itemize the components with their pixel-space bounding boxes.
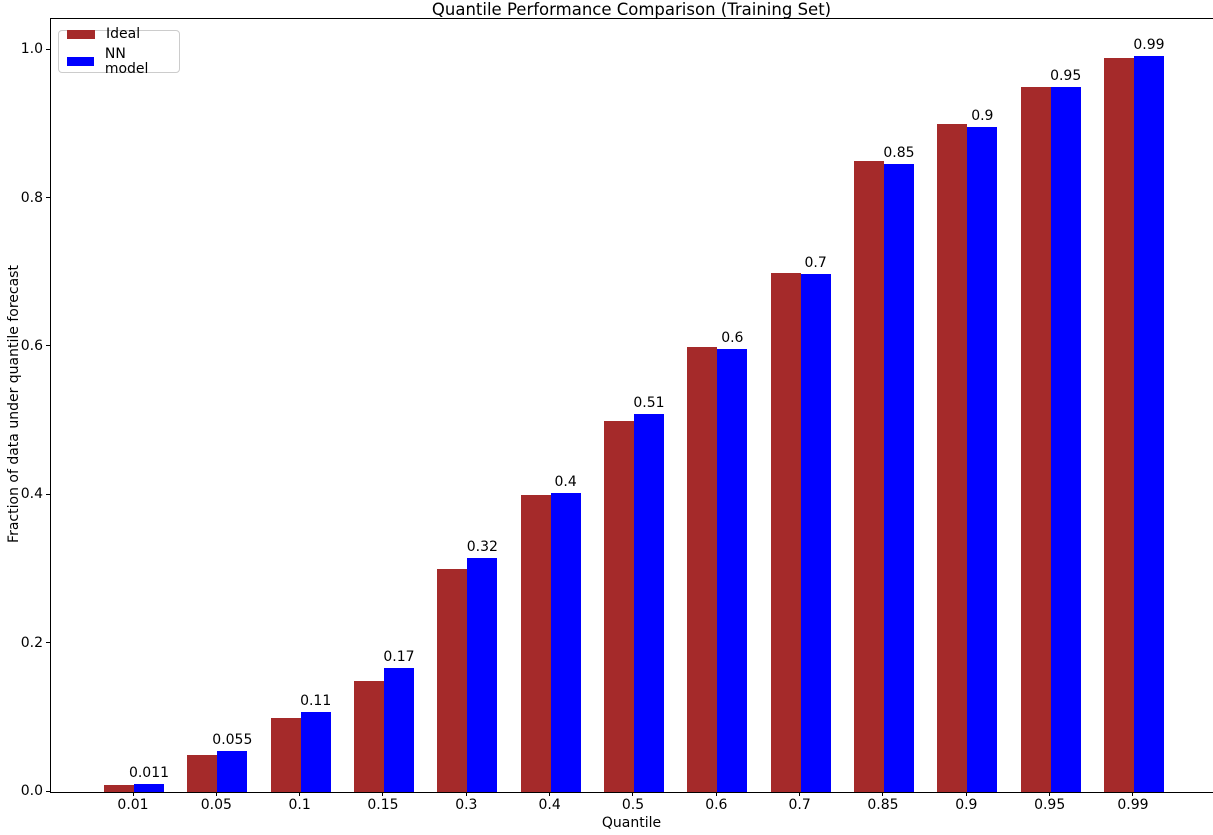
bar-value-label: 0.95 — [1050, 67, 1082, 84]
x-tick-mark — [215, 792, 217, 796]
bar-value-label: 0.17 — [383, 649, 415, 666]
y-tick-mark — [46, 197, 50, 199]
x-tick-mark — [882, 792, 884, 796]
x-tick-mark — [132, 792, 134, 796]
y-tick-label: 0.2 — [20, 634, 43, 651]
bar-ideal — [770, 272, 801, 792]
bar-value-label: 0.055 — [212, 732, 253, 749]
x-tick-label: 0.99 — [1117, 797, 1149, 813]
x-tick-label: 0.15 — [367, 797, 399, 813]
bar-value-label: 0.9 — [971, 107, 994, 124]
y-tick-label: 1.0 — [20, 41, 43, 58]
legend-item-nn-model: NN model — [67, 45, 171, 77]
x-tick-label: 0.3 — [455, 797, 478, 813]
bar-ideal — [187, 754, 218, 792]
legend-label-ideal: Ideal — [106, 25, 141, 42]
x-tick-label: 0.01 — [117, 797, 149, 813]
x-tick-mark — [549, 792, 551, 796]
bar-ideal — [1103, 57, 1134, 792]
x-tick-mark — [1132, 792, 1134, 796]
bar-ideal — [104, 784, 134, 792]
bar-nn-model — [967, 126, 998, 792]
bar-ideal — [853, 161, 884, 792]
bar-ideal — [520, 495, 551, 792]
bar-nn-model — [300, 711, 331, 792]
y-tick-mark — [46, 790, 50, 792]
x-tick-label: 0.6 — [705, 797, 728, 813]
bar-nn-model — [217, 751, 248, 792]
x-tick-label: 0.05 — [200, 797, 232, 813]
chart-title: Quantile Performance Comparison (Trainin… — [431, 0, 832, 19]
plot-area: 0.011 0.055 0.11 0.17 0.32 0.4 0.51 0.6 0.7 0.85 0… — [50, 18, 1213, 793]
legend-item-ideal: Ideal — [67, 25, 171, 42]
bar-ideal — [687, 346, 718, 792]
bar-value-label: 0.011 — [128, 764, 170, 781]
x-axis-label: Quantile — [601, 815, 662, 831]
y-tick-mark — [46, 345, 50, 347]
bar-ideal — [603, 421, 634, 792]
x-tick-label: 0.9 — [955, 797, 978, 813]
legend: Ideal NN model — [58, 25, 180, 76]
y-tick-mark — [46, 642, 50, 644]
bar-nn-model — [883, 163, 914, 792]
x-tick-label: 0.1 — [288, 797, 311, 813]
bar-nn-model — [383, 668, 414, 792]
bar-value-label: 0.85 — [883, 144, 915, 161]
x-tick-mark — [715, 792, 717, 796]
bar-nn-model — [134, 783, 164, 792]
legend-swatch-ideal — [67, 29, 95, 39]
bar-nn-model — [633, 414, 664, 792]
bar-nn-model — [467, 557, 498, 792]
bar-value-label: 0.4 — [554, 474, 577, 491]
bar-ideal — [1020, 87, 1051, 792]
x-tick-label: 0.95 — [1034, 797, 1066, 813]
bar-value-label: 0.51 — [633, 395, 665, 412]
x-tick-mark — [632, 792, 634, 796]
bar-nn-model — [800, 274, 831, 792]
x-tick-mark — [382, 792, 384, 796]
x-tick-mark — [965, 792, 967, 796]
bar-nn-model — [550, 493, 581, 792]
bar-nn-model — [717, 349, 748, 792]
x-tick-label: 0.5 — [621, 797, 645, 813]
bar-value-label: 0.7 — [804, 255, 827, 272]
y-tick-mark — [46, 493, 50, 495]
y-tick-label: 0.4 — [20, 486, 43, 503]
x-tick-mark — [1049, 792, 1051, 796]
bar-value-label: 0.32 — [466, 538, 498, 555]
bar-ideal — [353, 680, 384, 792]
bar-ideal — [270, 717, 301, 792]
x-tick-mark — [465, 792, 467, 796]
x-tick-label: 0.7 — [788, 797, 811, 813]
bar-nn-model — [1133, 56, 1164, 792]
x-tick-mark — [299, 792, 301, 796]
legend-label-nn-model: NN model — [104, 45, 149, 77]
legend-swatch-nn-model — [67, 57, 94, 66]
x-tick-mark — [799, 792, 801, 796]
x-tick-label: 0.85 — [867, 797, 899, 813]
bar-nn-model — [1050, 86, 1081, 792]
x-tick-label: 0.4 — [538, 797, 561, 813]
bar-value-label: 0.99 — [1133, 37, 1165, 54]
y-tick-mark — [46, 48, 50, 50]
bar-ideal — [437, 569, 468, 792]
bar-value-label: 0.6 — [721, 330, 744, 347]
y-tick-label: 0.6 — [20, 337, 43, 354]
y-tick-label: 0.8 — [20, 189, 43, 206]
y-tick-label: 0.0 — [20, 783, 43, 799]
bar-ideal — [937, 124, 968, 792]
bar-value-label: 0.11 — [300, 692, 332, 709]
